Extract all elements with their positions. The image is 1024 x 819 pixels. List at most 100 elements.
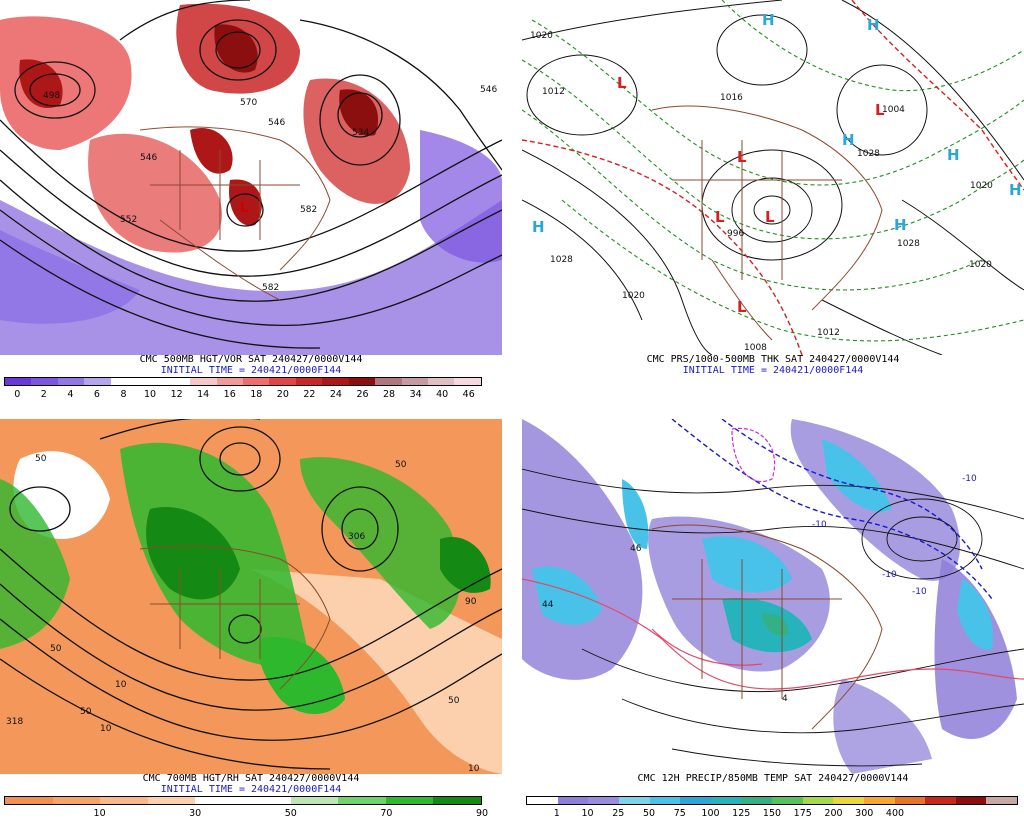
isobar-label: 1028 [857, 149, 880, 159]
scale-label: 10 [93, 808, 106, 819]
scale-swatch [454, 378, 481, 385]
scale-label: 25 [612, 808, 625, 819]
contour-label: 44 [542, 600, 554, 610]
contour-label: 498 [43, 91, 60, 101]
high-pressure-marker: H [842, 131, 855, 149]
isobar-label: 1028 [897, 239, 920, 249]
scale-label: 0 [14, 389, 21, 400]
scale-swatch [147, 797, 196, 804]
low-pressure-marker: L [737, 148, 747, 166]
contour-label: 10 [468, 764, 480, 774]
contour-label: 90 [465, 597, 477, 607]
scale-label: 26 [356, 389, 369, 400]
contour-label: 582 [262, 283, 279, 293]
scale-swatch [290, 797, 339, 804]
scale-swatch [680, 797, 711, 804]
scale-label: 150 [762, 808, 782, 819]
contour-label: 318 [6, 717, 23, 727]
scale-label: 28 [383, 389, 396, 400]
scale-swatch [348, 378, 376, 385]
isobar-label: 1020 [530, 31, 553, 41]
scale-swatch [833, 797, 864, 804]
scale-swatch [649, 797, 681, 804]
low-pressure-marker: L [737, 298, 747, 316]
scale-label: 30 [189, 808, 202, 819]
scale-label: 175 [793, 808, 812, 819]
scale-label: 70 [380, 808, 393, 819]
contour-label: -10 [912, 587, 927, 597]
panel-700mb-rh: 50 50 90 318 306 50 10 10 50 50 10 CMC 7… [0, 419, 502, 819]
scale-label: 400 [885, 808, 905, 819]
map-caption: CMC 500MB HGT/VOR SAT 240427/0000V144 [139, 354, 363, 365]
scale-swatch [802, 797, 834, 804]
isobar-label: 1020 [622, 291, 645, 301]
scale-swatch [5, 797, 53, 804]
high-pressure-marker: H [532, 218, 545, 236]
scale-label: 90 [475, 808, 489, 819]
scale-label: 22 [303, 389, 316, 400]
scale-label: 20 [276, 389, 289, 400]
scale-swatch [338, 797, 386, 804]
contour-label: 10 [100, 724, 112, 734]
scale-swatch [433, 797, 481, 804]
scale-label: 10 [581, 808, 594, 819]
scale-label: 100 [701, 808, 720, 819]
scale-swatch [52, 797, 101, 804]
contour-label: 570 [240, 98, 257, 108]
low-pressure-marker: L [875, 101, 885, 119]
high-pressure-marker: H [894, 216, 907, 234]
scale-label: 50 [284, 808, 297, 819]
map-500mb-vort: L 546 582 552 546 582 570 546 498 534 [0, 0, 502, 355]
contour-label: 4 [782, 694, 788, 704]
scale-swatch [894, 797, 926, 804]
initial-time: INITIAL TIME = 240421/0000F144 [160, 784, 342, 795]
map-caption: CMC 700MB HGT/RH SAT 240427/0000V144 [142, 773, 360, 784]
contour-label: -10 [962, 474, 977, 484]
scale-label: 125 [732, 808, 751, 819]
high-pressure-marker: H [762, 11, 775, 29]
isobar-label: 1016 [720, 93, 743, 103]
scale-swatch [137, 378, 164, 385]
scale-label: 300 [855, 808, 874, 819]
contour-label: 546 [140, 153, 157, 163]
contour-label: -10 [882, 570, 897, 580]
scale-label: 18 [250, 389, 263, 400]
contour-label: 46 [630, 544, 642, 554]
scale-swatch [269, 378, 296, 385]
low-marker: L [240, 201, 248, 216]
high-pressure-marker: H [867, 16, 880, 34]
color-scale-labels: 10 30 50 70 90 [4, 808, 489, 819]
scale-swatch [618, 797, 650, 804]
panel-precip-850temp: 44 46 -10 -10 -10 -10 4 CMC 12H PRECIP/8… [522, 419, 1024, 819]
contour-label: 306 [348, 532, 365, 542]
isobar-label: 1020 [969, 260, 992, 270]
color-scale [4, 796, 482, 805]
scale-swatch [986, 797, 1017, 804]
scale-label: 46 [462, 389, 475, 400]
scale-swatch [242, 378, 270, 385]
scale-label: 24 [329, 389, 342, 400]
initial-time: INITIAL TIME = 240421/0000F144 [682, 365, 864, 376]
scale-swatch [863, 797, 895, 804]
scale-label: 16 [223, 389, 236, 400]
initial-time: INITIAL TIME = 240421/0000F144 [160, 365, 342, 376]
isobar-label: 1012 [817, 328, 840, 338]
scale-swatch [741, 797, 772, 804]
map-caption: CMC PRS/1000-500MB THK SAT 240427/0000V1… [646, 354, 900, 365]
scale-swatch [401, 378, 428, 385]
scale-swatch [195, 797, 243, 804]
scale-swatch [190, 378, 217, 385]
isobar-label: 1004 [882, 105, 905, 115]
contour-label: -10 [812, 520, 827, 530]
scale-swatch [84, 378, 111, 385]
contour-label: 10 [115, 680, 127, 690]
scale-label: 6 [93, 389, 100, 400]
contour-label: 534 [352, 128, 369, 138]
contour-label: 50 [50, 644, 62, 654]
scale-swatch [295, 378, 323, 385]
scale-label: 12 [170, 389, 183, 400]
color-scale [526, 796, 1018, 805]
contour-label: 546 [268, 118, 285, 128]
panel-pressure-thickness: H H H H H H H L L L L L L 1020 1012 1028… [522, 0, 1024, 400]
contour-label: 50 [35, 454, 47, 464]
